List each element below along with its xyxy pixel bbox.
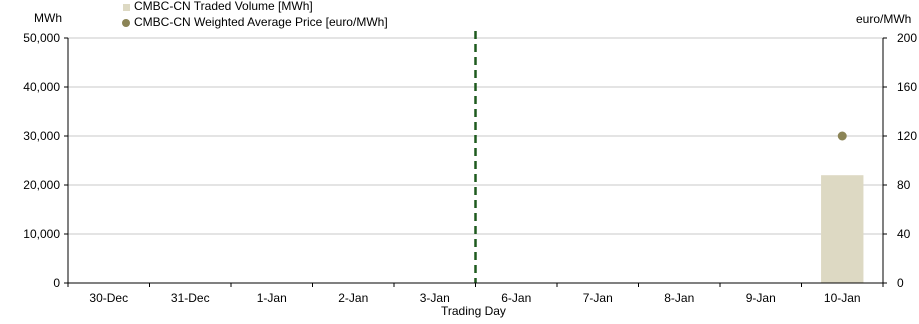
x-tick-label: 1-Jan — [257, 291, 287, 305]
price-points — [837, 131, 847, 141]
y-left-tick-label: 10,000 — [23, 227, 60, 241]
x-tick-label: 2-Jan — [338, 291, 368, 305]
y-left-tick-label: 40,000 — [23, 80, 60, 94]
legend-swatch-volume — [123, 4, 130, 11]
price-point — [837, 131, 847, 141]
x-tick-label: 8-Jan — [664, 291, 694, 305]
x-tick-label: 31-Dec — [171, 291, 210, 305]
x-tick-label: 9-Jan — [746, 291, 776, 305]
y-left-tick-label: 30,000 — [23, 129, 60, 143]
y-left-tick-label: 20,000 — [23, 178, 60, 192]
y-right-tick-label: 160 — [897, 80, 917, 94]
legend-marker-price — [122, 19, 130, 27]
x-axis-title: Trading Day — [441, 304, 506, 318]
tick-labels: 0 10,000 20,000 30,000 40,000 50,000 0 40 80 120 1… — [23, 31, 917, 305]
y-right-unit: euro/MWh — [856, 12, 912, 26]
y-left-unit: MWh — [34, 11, 62, 25]
legend-label-price: CMBC-CN Weighted Average Price [euro/MWh… — [134, 15, 388, 29]
volume-bar — [821, 175, 864, 283]
x-tick-label: 7-Jan — [583, 291, 613, 305]
x-tick-label: 10-Jan — [824, 291, 861, 305]
y-right-tick-label: 80 — [897, 178, 911, 192]
x-tick-label: 6-Jan — [501, 291, 531, 305]
y-right-tick-label: 120 — [897, 129, 917, 143]
y-right-tick-label: 40 — [897, 227, 911, 241]
x-tick-label: 30-Dec — [89, 291, 128, 305]
legend-label-volume: CMBC-CN Traded Volume [MWh] — [134, 0, 313, 13]
y-left-tick-label: 50,000 — [23, 31, 60, 45]
x-tick-label: 3-Jan — [420, 291, 450, 305]
y-left-tick-label: 0 — [53, 276, 60, 290]
volume-bars — [821, 175, 864, 283]
y-right-tick-label: 0 — [897, 276, 904, 290]
axes — [64, 37, 887, 287]
y-right-tick-label: 200 — [897, 31, 917, 45]
